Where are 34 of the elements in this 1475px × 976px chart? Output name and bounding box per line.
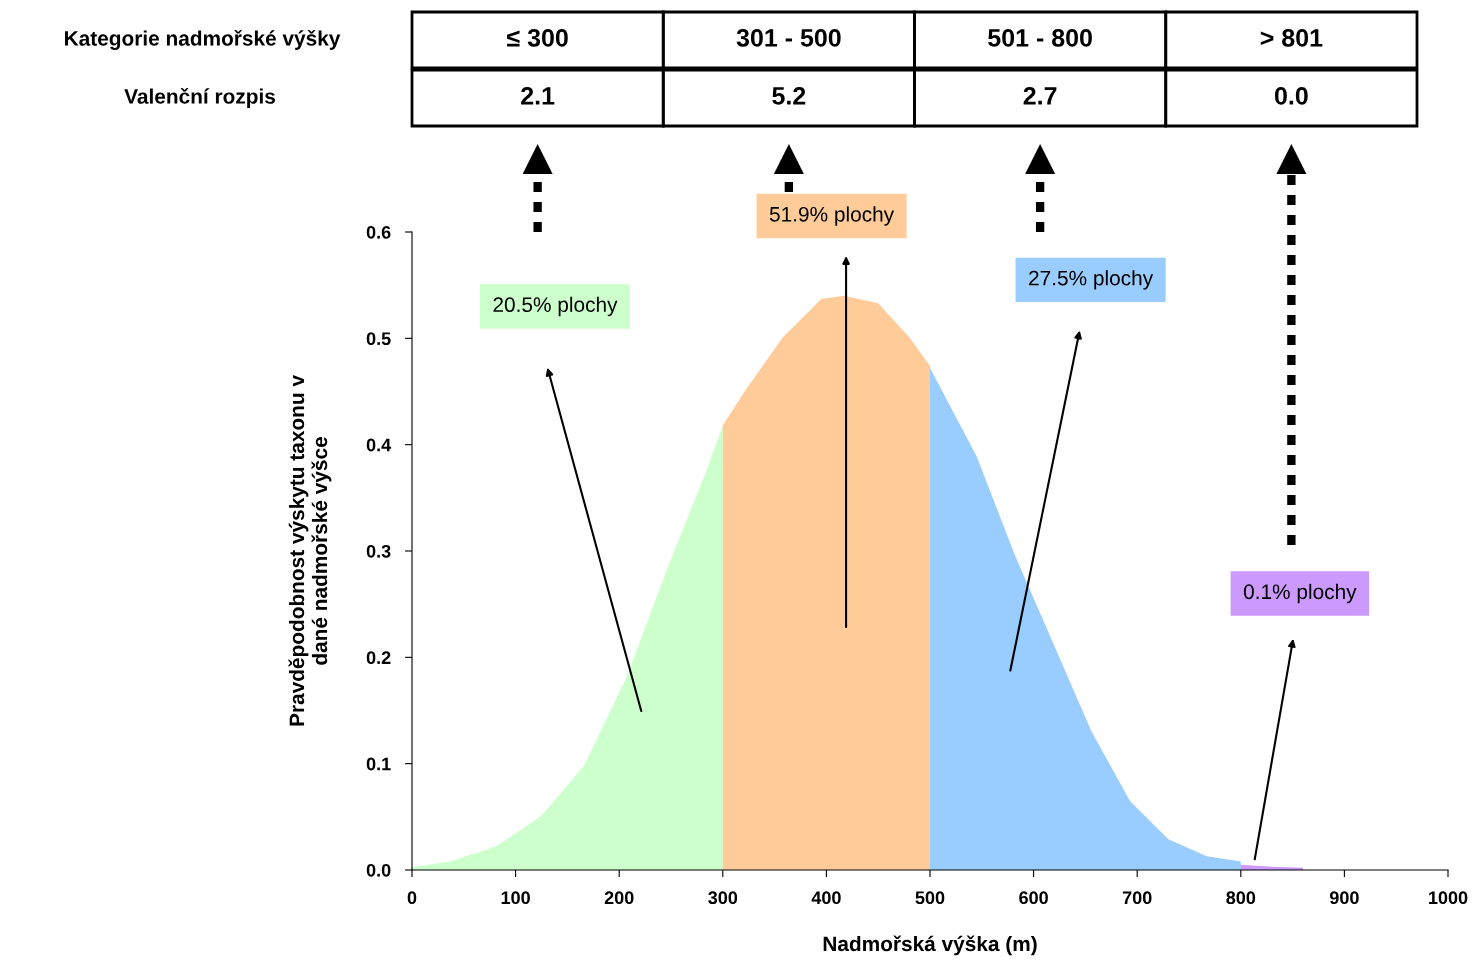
text: 5.2 [772, 87, 806, 105]
annotation: 27.5% plochy [1029, 270, 1154, 290]
y-tick-label: 0.3 [366, 544, 391, 558]
x-tick-label: 1000 [1429, 891, 1468, 905]
y-tick-label: 0.0 [366, 863, 391, 877]
x-tick-label: 600 [1019, 891, 1048, 905]
x-tick-label: 200 [604, 891, 634, 905]
x-tick-label: 0 [407, 891, 417, 905]
y-tick-label: 0.5 [366, 332, 391, 346]
x-tick-label: 400 [811, 891, 841, 905]
y-axis-title: Pravděpodobnost výskytu taxonu v dané nadmořské výšce [288, 375, 332, 726]
text: 2.7 [1023, 87, 1057, 105]
x-tick-label: 800 [1226, 891, 1256, 905]
text: 0.0 [1274, 87, 1308, 105]
annotation: 20.5% plochy [493, 296, 618, 317]
x-tick-label: 700 [1122, 891, 1152, 905]
y-tick-label: 0.6 [366, 225, 391, 239]
x-tick-label: 500 [915, 891, 945, 905]
y-tick-label: 0.2 [366, 651, 391, 665]
text: Valenční rozpis [124, 88, 275, 108]
text: 501 - 800 [988, 29, 1092, 47]
text: 51.9% plochy [769, 206, 895, 226]
x-tick-label: 100 [501, 891, 530, 905]
text: ≤ 300 [507, 29, 568, 47]
text: 2.1 [521, 87, 555, 105]
y-tick-label: 0.1 [366, 757, 391, 771]
text: 301 - 500 [736, 29, 841, 47]
annotation: 0.1% plochy [1243, 583, 1357, 604]
text: Kategorie nadmořské výšky [65, 30, 341, 50]
y-tick-label: 0.4 [366, 438, 392, 452]
x-tick-label: 900 [1329, 891, 1359, 905]
x-tick-label: 300 [708, 891, 738, 905]
x-axis-title: Nadmořská výška (m) [823, 935, 1037, 956]
text: > 801 [1260, 29, 1323, 47]
